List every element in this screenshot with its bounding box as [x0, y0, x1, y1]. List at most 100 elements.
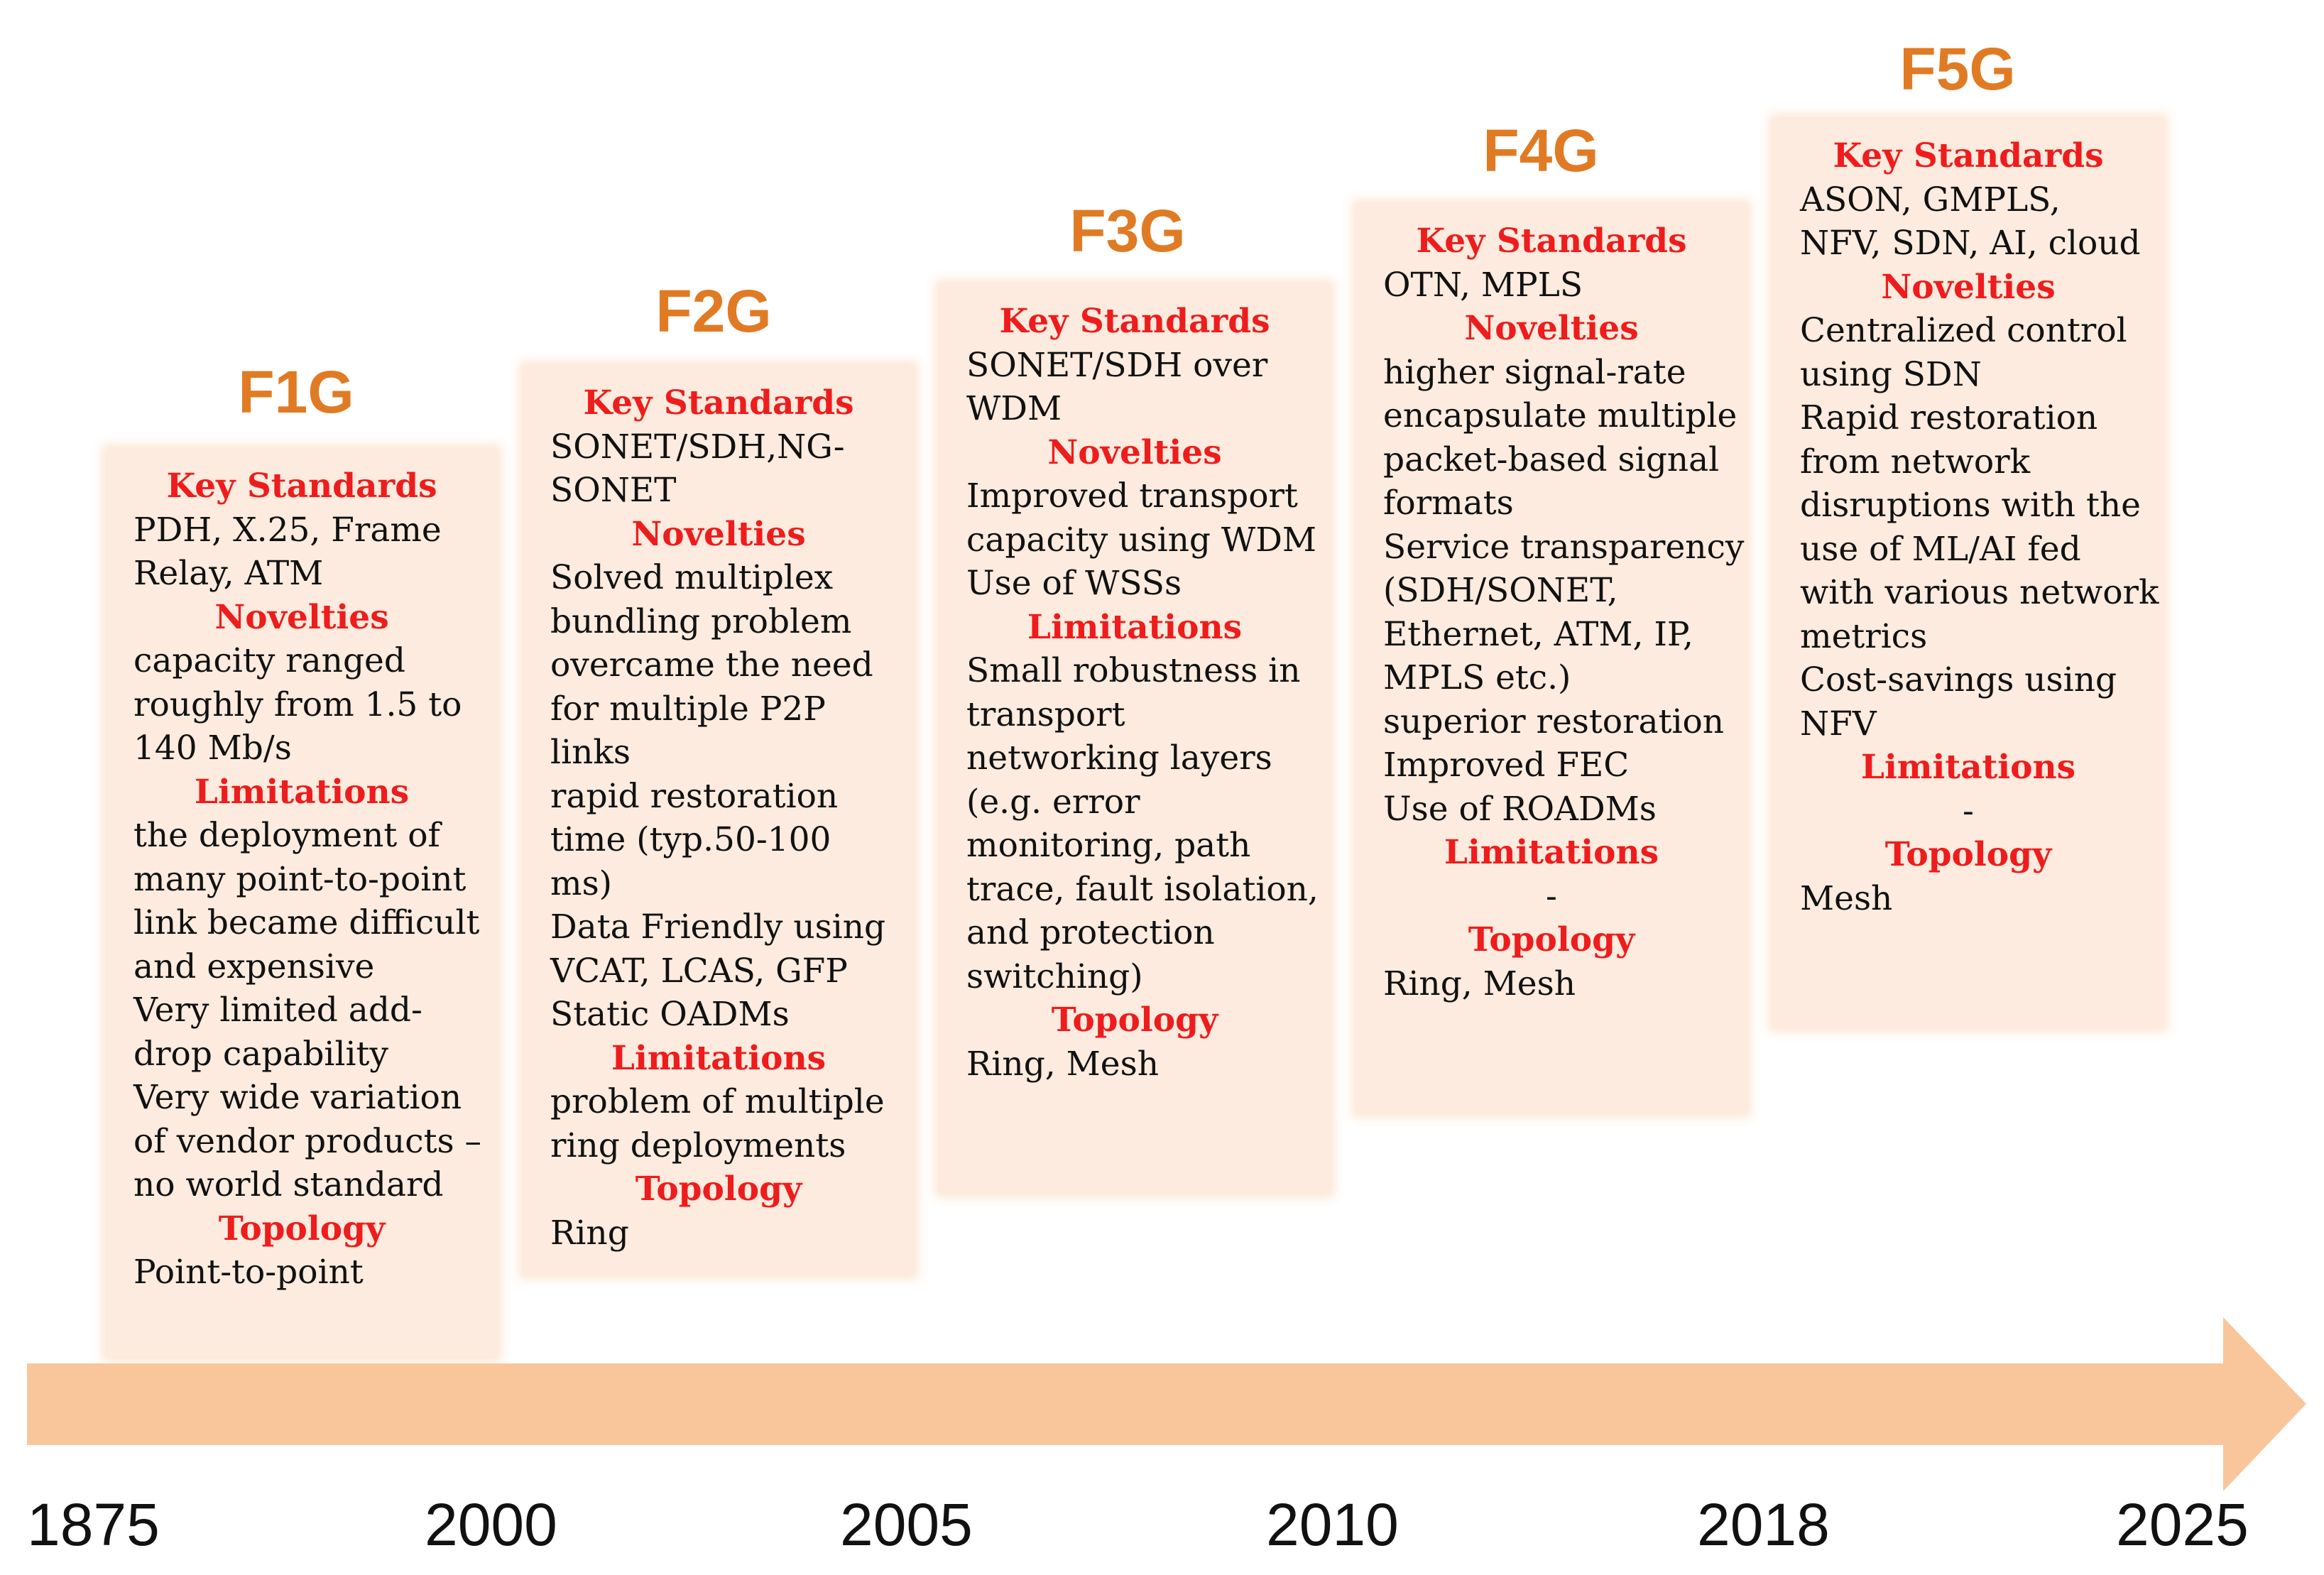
timeline-arrow-shape	[27, 1317, 2306, 1491]
topology-heading: Topology	[218, 1209, 386, 1248]
gen-title-f3g: F3G	[1069, 197, 1186, 264]
key-standards-line: Relay, ATM	[133, 554, 324, 593]
topology-heading: Topology	[1051, 1001, 1218, 1040]
limitations-line: (e.g. error	[966, 782, 1140, 822]
limitations-line: Small robustness in	[966, 651, 1301, 690]
limitations-heading: Limitations	[1860, 748, 2076, 787]
novelties-line: for multiple P2P	[550, 689, 826, 729]
year-label-2010: 2010	[1266, 1491, 1399, 1558]
limitations-heading: Limitations	[1444, 833, 1659, 872]
gen-box-f2g: Key Standards SONET/SDH,NG- SONET Novelties…	[523, 366, 914, 1275]
limitations-line: networking layers	[966, 739, 1272, 778]
gen-box-f3g: Key Standards SONET/SDH over WDM Novelties I…	[939, 284, 1330, 1193]
novelties-heading: Novelties	[1464, 309, 1639, 348]
novelties-line: capacity ranged	[133, 641, 405, 680]
novelties-line: Use of WSSs	[966, 564, 1182, 603]
topology-heading: Topology	[1468, 920, 1635, 959]
limitations-line: trace, fault isolation,	[966, 869, 1319, 909]
limitations-line: and protection	[966, 913, 1215, 952]
novelties-line: encapsulate multiple	[1383, 396, 1737, 435]
novelties-line: Centralized control	[1800, 311, 2127, 350]
novelties-line: VCAT, LCAS, GFP	[550, 951, 848, 991]
novelties-heading: Novelties	[631, 514, 806, 554]
key-standards-heading: Key Standards	[1833, 136, 2104, 175]
year-label-2025: 2025	[2116, 1491, 2249, 1558]
novelties-line: time (typ.50-100	[550, 820, 831, 859]
key-standards-line: WDM	[966, 389, 1062, 428]
limitations-line: -	[1546, 876, 1557, 916]
key-standards-heading: Key Standards	[583, 383, 854, 423]
novelties-line: metrics	[1800, 616, 1928, 656]
topology-heading: Topology	[635, 1170, 802, 1209]
gen-box-f5g: Key Standards ASON, GMPLS, NFV, SDN, AI, …	[1773, 119, 2164, 1028]
novelties-line: MPLS etc.)	[1383, 658, 1571, 697]
limitations-line: -	[1963, 791, 1974, 831]
key-standards-heading: Key Standards	[1416, 222, 1687, 261]
limitations-line: the deployment of	[133, 816, 440, 855]
limitations-line: and expensive	[133, 947, 375, 986]
novelties-line: bundling problem	[550, 601, 852, 641]
key-standards-line: SONET/SDH over	[966, 345, 1268, 385]
novelties-line: Service transparency	[1383, 527, 1745, 567]
year-label-2000: 2000	[425, 1491, 557, 1558]
limitations-line: monitoring, path	[966, 826, 1251, 865]
limitations-heading: Limitations	[194, 772, 410, 812]
novelties-line: Cost-savings using	[1800, 660, 2117, 699]
novelties-line: (SDH/SONET,	[1383, 571, 1618, 610]
novelties-line: using SDN	[1800, 354, 1982, 394]
topology-line: Ring, Mesh	[966, 1044, 1159, 1084]
gen-box-f1g: Key Standards PDH, X.25, Frame Relay, ATM N…	[107, 449, 497, 1358]
novelties-line: capacity using WDM	[966, 520, 1317, 560]
novelties-line: Static OADMs	[550, 995, 790, 1034]
novelties-line: superior restoration	[1383, 702, 1725, 741]
year-label-2018: 2018	[1697, 1491, 1830, 1558]
topology-line: Mesh	[1800, 878, 1893, 918]
limitations-heading: Limitations	[611, 1038, 827, 1078]
topology-line: Ring	[550, 1213, 629, 1253]
novelties-heading: Novelties	[1047, 432, 1222, 472]
novelties-line: ms)	[550, 863, 613, 903]
limitations-line: link became difficult	[133, 903, 480, 942]
novelties-line: use of ML/AI fed	[1800, 529, 2081, 569]
novelties-line: Solved multiplex	[550, 558, 834, 597]
limitations-line: of vendor products –	[133, 1121, 482, 1161]
key-standards-line: SONET/SDH,NG-	[550, 427, 845, 467]
novelties-line: overcame the need	[550, 645, 873, 685]
novelties-line: 140 Mb/s	[133, 729, 292, 768]
limitations-line: Very limited add-	[133, 991, 422, 1030]
key-standards-heading: Key Standards	[166, 467, 437, 506]
year-label-1875: 1875	[27, 1491, 160, 1558]
gen-title-f1g: F1G	[238, 359, 354, 425]
novelties-line: higher signal-rate	[1383, 352, 1686, 392]
gen-title-f5g: F5G	[1899, 36, 2016, 102]
novelties-line: NFV	[1800, 704, 1877, 743]
novelties-line: Improved FEC	[1383, 746, 1630, 785]
limitations-heading: Limitations	[1027, 607, 1243, 647]
key-standards-line: SONET	[550, 471, 677, 510]
key-standards-line: OTN, MPLS	[1383, 265, 1583, 305]
limitations-line: many point-to-point	[133, 859, 467, 899]
limitations-line: Very wide variation	[133, 1078, 462, 1117]
novelties-line: Rapid restoration	[1800, 398, 2098, 437]
key-standards-line: NFV, SDN, AI, cloud	[1800, 224, 2141, 263]
year-label-2005: 2005	[840, 1491, 973, 1558]
key-standards-heading: Key Standards	[999, 302, 1270, 341]
gen-title-f2g: F2G	[655, 278, 772, 344]
timeline-arrow	[27, 1317, 2306, 1491]
novelties-line: disruptions with the	[1800, 486, 2141, 525]
gen-box-f4g: Key Standards OTN, MPLS Novelties higher si…	[1356, 204, 1747, 1113]
limitations-line: no world standard	[133, 1165, 444, 1204]
topology-line: Point-to-point	[133, 1253, 364, 1292]
novelties-line: Use of ROADMs	[1383, 789, 1657, 829]
key-standards-line: PDH, X.25, Frame	[133, 510, 442, 550]
novelties-heading: Novelties	[1881, 267, 2056, 307]
novelties-line: roughly from 1.5 to	[133, 685, 462, 724]
novelties-line: from network	[1800, 442, 2031, 481]
limitations-line: problem of multiple	[550, 1082, 885, 1121]
novelties-line: packet-based signal	[1383, 440, 1720, 479]
novelties-line: with various network	[1800, 573, 2159, 612]
novelties-line: rapid restoration	[550, 776, 839, 816]
novelties-heading: Novelties	[214, 597, 389, 637]
novelties-line: links	[550, 733, 631, 772]
novelties-line: Ethernet, ATM, IP,	[1383, 614, 1693, 654]
